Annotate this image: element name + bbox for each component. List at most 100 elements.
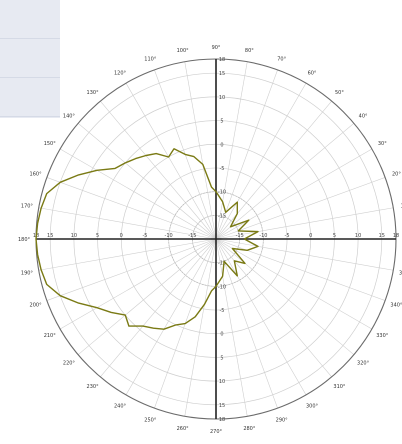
grid-spoke — [215, 238, 307, 396]
radial-tick-label-left: 15 — [47, 233, 53, 239]
angle-label: 170° — [21, 204, 34, 210]
radial-tick-label-right: 18 — [393, 233, 399, 239]
radial-tick-label-up: 5 — [220, 119, 223, 125]
grid-spoke — [215, 238, 355, 355]
angle-label: 110° — [144, 57, 157, 63]
angle-label: 220° — [63, 360, 76, 366]
grid-spoke — [184, 238, 217, 417]
angle-label: 290° — [276, 417, 289, 423]
angle-label: 190° — [21, 270, 34, 276]
angle-label: 250° — [144, 417, 157, 423]
angle-label: 10° — [401, 204, 402, 210]
grid-spoke — [38, 238, 217, 271]
angle-label: 150° — [44, 141, 57, 147]
angle-label: 230° — [87, 384, 100, 390]
angle-label: 20° — [392, 171, 401, 177]
angle-label: 140° — [63, 114, 76, 120]
angle-label: 240° — [114, 403, 127, 409]
angle-label: 300° — [306, 403, 319, 409]
top-left-panel — [0, 0, 60, 118]
grid-spoke — [215, 238, 394, 271]
angle-label: 160° — [30, 171, 43, 177]
panel-row — [0, 0, 60, 39]
grid-spoke — [125, 82, 217, 240]
grid-spoke — [77, 238, 217, 355]
radial-tick-label-up: 0 — [220, 142, 223, 148]
angle-label: 30° — [378, 141, 387, 147]
radial-tick-label-down: 15 — [219, 403, 225, 409]
grid-spoke — [38, 207, 217, 240]
angle-label: 260° — [177, 426, 190, 432]
grid-spoke — [100, 100, 217, 240]
grid-spoke — [59, 148, 217, 240]
radial-tick-label-down: -10 — [218, 284, 226, 290]
angle-label: 340° — [390, 303, 402, 309]
angle-label: 80° — [245, 48, 254, 54]
angle-label: 180° — [18, 237, 31, 243]
series-layer — [35, 148, 259, 330]
grid-spoke — [46, 177, 217, 240]
radial-tick-label-right: -15 — [236, 233, 244, 239]
angle-label: 310° — [333, 384, 346, 390]
radial-tick-label-left: 10 — [71, 233, 77, 239]
angle-label: 320° — [357, 360, 370, 366]
grid-spoke — [77, 123, 217, 240]
grid-spoke — [125, 238, 217, 396]
angle-label: 130° — [87, 90, 100, 96]
angle-label: 60° — [308, 71, 317, 77]
radial-tick-label-left: -5 — [142, 233, 147, 239]
radial-tick-label-right: -5 — [285, 233, 290, 239]
angle-label: 90° — [212, 45, 221, 51]
radial-tick-label-down: 5 — [220, 355, 223, 361]
radial-tick-label-up: -15 — [218, 213, 226, 219]
angle-label: 350° — [399, 270, 402, 276]
grid-spoke — [215, 238, 278, 409]
radial-tick-label-left: 0 — [120, 233, 123, 239]
grid-spoke — [184, 61, 217, 240]
radial-tick-label-down: -5 — [220, 308, 225, 314]
panel-row — [0, 39, 60, 78]
radiation-pattern-line — [35, 148, 259, 330]
grid-spoke — [215, 238, 332, 378]
radial-tick-label-right: 0 — [309, 233, 312, 239]
grid-spoke — [215, 207, 394, 240]
radial-tick-label-down: 10 — [219, 379, 225, 385]
angle-label: 270° — [210, 429, 223, 435]
radial-tick-label-right: -10 — [259, 233, 267, 239]
angle-label: 100° — [177, 48, 190, 54]
angle-label: 70° — [277, 57, 286, 63]
angle-label: 280° — [243, 426, 256, 432]
radial-tick-label-up: 18 — [219, 57, 225, 63]
radial-tick-label-right: 5 — [333, 233, 336, 239]
radial-tick-label-up: 10 — [219, 95, 225, 101]
angle-label: 120° — [114, 71, 127, 77]
radial-tick-label-down: -15 — [218, 261, 226, 267]
angle-label: 330° — [376, 333, 389, 339]
grid-spoke — [215, 238, 248, 417]
grid-spoke — [215, 69, 278, 240]
grid-spoke — [46, 238, 217, 301]
grid-spoke — [215, 148, 373, 240]
radial-tick-label-up: 15 — [219, 71, 225, 77]
panel-row — [0, 78, 60, 117]
angle-label: 200° — [30, 303, 43, 309]
grid-spoke — [215, 177, 386, 240]
radial-tick-label-right: 10 — [355, 233, 361, 239]
radial-tick-label-up: -10 — [218, 190, 226, 196]
radial-tick-label-left: 5 — [96, 233, 99, 239]
radial-tick-label-left: -15 — [188, 233, 196, 239]
radial-tick-label-down: 18 — [219, 417, 225, 423]
grid-spoke — [215, 123, 355, 240]
angle-label: 40° — [359, 114, 368, 120]
grid-spoke — [100, 238, 217, 378]
radial-tick-label-left: -10 — [165, 233, 173, 239]
angle-label: 210° — [44, 333, 57, 339]
grid-spoke — [215, 61, 248, 240]
grid-spoke — [59, 238, 217, 330]
grid-spoke — [215, 238, 373, 330]
radial-tick-label-down: 0 — [220, 332, 223, 338]
radial-tick-label-up: -5 — [220, 166, 225, 172]
angle-label: 50° — [335, 90, 344, 96]
